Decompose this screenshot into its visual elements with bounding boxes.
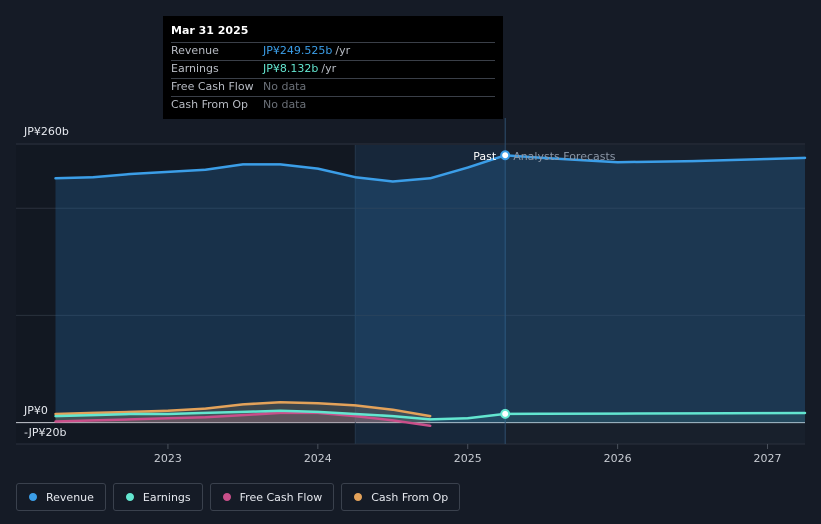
tooltip-label: Free Cash Flow xyxy=(171,80,254,93)
tooltip-row-free-cash-flow: Free Cash Flow No data xyxy=(171,78,495,96)
tooltip-label: Revenue xyxy=(171,44,219,57)
x-tick-label: 2025 xyxy=(454,452,482,465)
free-cash-flow-area xyxy=(55,412,431,426)
legend-label: Revenue xyxy=(46,490,94,504)
revenue-marker xyxy=(500,150,511,161)
tooltip-unit: /yr xyxy=(335,44,351,57)
revenue-area xyxy=(55,155,805,423)
tooltip-value: No data xyxy=(263,98,307,111)
tooltip-row-cash-from-op: Cash From Op No data xyxy=(171,96,495,114)
free-cash-flow-line xyxy=(54,411,432,428)
forecast-label: Analysts Forecasts xyxy=(513,150,616,163)
x-tick-label: 2023 xyxy=(154,452,182,465)
earnings-dot-icon xyxy=(125,493,134,501)
legend: Revenue Earnings Free Cash Flow Cash Fro… xyxy=(16,483,461,511)
x-tick-label: 2024 xyxy=(304,452,332,465)
tooltip-value: JP¥8.132b xyxy=(263,62,319,75)
legend-label: Cash From Op xyxy=(371,490,449,504)
tooltip-label: Cash From Op xyxy=(171,98,249,111)
cash-from-op-dot-icon xyxy=(354,493,363,501)
y-tick-label: -JP¥20b xyxy=(24,426,66,439)
legend-item-revenue[interactable]: Revenue xyxy=(16,483,106,511)
revenue-line xyxy=(54,154,807,183)
earnings-line xyxy=(54,409,807,421)
tooltip-label: Earnings xyxy=(171,62,219,75)
tooltip-value: No data xyxy=(263,80,307,93)
legend-item-free-cash-flow[interactable]: Free Cash Flow xyxy=(209,483,335,511)
tooltip-unit: /yr xyxy=(321,62,337,75)
legend-label: Earnings xyxy=(142,490,191,504)
past-label: Past xyxy=(473,150,497,163)
y-tick-label: JP¥260b xyxy=(23,125,69,138)
tooltip-row-revenue: Revenue JP¥249.525b /yr xyxy=(171,42,495,60)
past-band xyxy=(16,145,356,444)
legend-item-earnings[interactable]: Earnings xyxy=(112,483,203,511)
forecast-band xyxy=(505,145,805,444)
legend-item-cash-from-op[interactable]: Cash From Op xyxy=(341,483,461,511)
x-tick-label: 2027 xyxy=(754,452,782,465)
legend-label: Free Cash Flow xyxy=(239,490,323,504)
earnings-marker xyxy=(500,408,511,419)
free-cash-flow-dot-icon xyxy=(222,493,231,501)
tooltip-row-earnings: Earnings JP¥8.132b /yr xyxy=(171,60,495,78)
x-tick-label: 2026 xyxy=(604,452,632,465)
y-tick-label: JP¥0 xyxy=(23,404,48,417)
cash-from-op-line xyxy=(54,400,432,418)
tooltip-date: Mar 31 2025 xyxy=(171,24,249,37)
revenue-dot-icon xyxy=(29,493,37,501)
tooltip: Mar 31 2025 Revenue JP¥249.525b /yr Earn… xyxy=(163,16,503,119)
tooltip-value: JP¥249.525b xyxy=(263,44,333,57)
highlight-band xyxy=(355,145,506,444)
